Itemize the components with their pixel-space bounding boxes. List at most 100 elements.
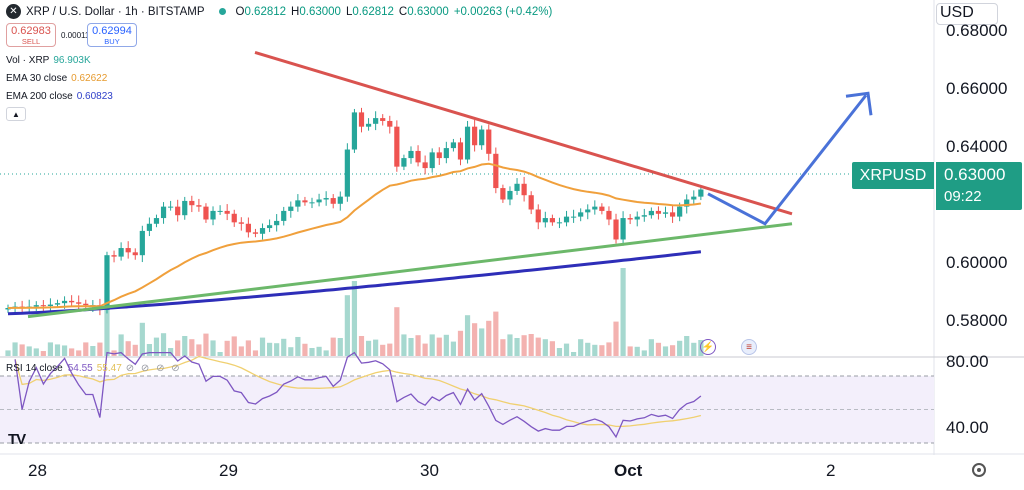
volume-bar bbox=[486, 320, 492, 356]
sell-price: 0.62983 bbox=[11, 24, 51, 37]
volume-bar bbox=[578, 339, 584, 356]
volume-bar bbox=[394, 307, 400, 356]
projection-arrowhead bbox=[845, 91, 873, 116]
rsi-legend[interactable]: RSI 14 close 54.55 55.47 ⊘ ⊘ ⊘ ⊘ bbox=[6, 363, 182, 374]
candle-body bbox=[33, 305, 39, 307]
bar-countdown: 09:22 bbox=[944, 188, 982, 205]
volume-bar bbox=[231, 336, 237, 356]
candle-body bbox=[450, 142, 457, 149]
volume-bar bbox=[175, 340, 181, 356]
volume-bar bbox=[309, 348, 315, 356]
chevron-up-icon[interactable]: ▲ bbox=[6, 107, 26, 121]
candle-body bbox=[168, 206, 174, 208]
symbol-legend[interactable]: ✕ XRP / U.S. Dollar · 1h · BITSTAMP O 0.… bbox=[6, 4, 557, 19]
candle-body bbox=[486, 129, 492, 154]
rsi-value: 54.55 bbox=[67, 363, 93, 374]
candle-body bbox=[472, 126, 478, 146]
volume-bar bbox=[571, 352, 577, 356]
candle-body bbox=[146, 223, 152, 231]
candle-body bbox=[599, 206, 605, 211]
candle-body bbox=[521, 183, 527, 196]
candle-body bbox=[288, 206, 294, 211]
volume-bar bbox=[259, 337, 266, 356]
candle-body bbox=[698, 189, 704, 197]
candle-body bbox=[401, 158, 407, 167]
currency-selector[interactable]: USD bbox=[936, 3, 998, 25]
ema30-value: 0.62622 bbox=[71, 73, 108, 84]
volume-bar bbox=[125, 341, 131, 356]
volume-bar bbox=[330, 337, 336, 356]
volume-bar bbox=[245, 340, 251, 356]
volume-bar bbox=[641, 350, 647, 356]
candle-body bbox=[175, 206, 181, 216]
volume-bar bbox=[542, 339, 548, 356]
volume-bar bbox=[83, 342, 89, 356]
candle-body bbox=[691, 196, 697, 200]
volume-bar bbox=[500, 339, 506, 356]
volume-bar bbox=[691, 342, 697, 356]
candle-body bbox=[592, 206, 598, 210]
volume-bar bbox=[40, 351, 46, 356]
candle-body bbox=[429, 152, 435, 169]
gear-icon[interactable] bbox=[972, 463, 986, 477]
buy-button[interactable]: 0.62994 BUY bbox=[87, 23, 137, 47]
ohlc-high-key: H bbox=[291, 5, 300, 18]
rsi-na-circles: ⊘ ⊘ ⊘ ⊘ bbox=[125, 363, 182, 374]
volume-bar bbox=[344, 295, 350, 356]
volume-bar bbox=[493, 311, 499, 356]
candle-body bbox=[182, 200, 188, 216]
volume-bar bbox=[408, 338, 414, 356]
volume-bar bbox=[627, 346, 633, 356]
volume-bar bbox=[288, 347, 294, 356]
ema200-legend[interactable]: EMA 200 close 0.60823 bbox=[6, 91, 113, 102]
candle-body bbox=[549, 218, 555, 223]
volume-bar bbox=[203, 333, 209, 356]
candle-body bbox=[358, 112, 365, 127]
support-trendline bbox=[27, 222, 793, 319]
us-flag-event-icon[interactable]: ≡ bbox=[741, 339, 757, 355]
volume-bar bbox=[563, 343, 570, 356]
ema30-legend[interactable]: EMA 30 close 0.62622 bbox=[6, 73, 107, 84]
candle-body bbox=[238, 222, 244, 224]
candle-body bbox=[641, 215, 647, 217]
volume-bar bbox=[422, 343, 428, 356]
ohlc-close-value: 0.63000 bbox=[407, 5, 449, 18]
volume-bar bbox=[479, 328, 485, 356]
volume-bar bbox=[351, 281, 358, 356]
volume-bar bbox=[26, 346, 32, 356]
volume-bar bbox=[443, 334, 449, 356]
resistance-trendline bbox=[254, 50, 793, 216]
candle-body bbox=[443, 148, 449, 159]
volume-bar bbox=[118, 334, 124, 356]
volume-bar bbox=[507, 334, 513, 356]
candle-body bbox=[266, 225, 273, 229]
buy-price: 0.62994 bbox=[92, 24, 132, 37]
volume-legend[interactable]: Vol · XRP 96.903K bbox=[6, 55, 91, 66]
candle-body bbox=[479, 129, 485, 146]
candle-body bbox=[252, 232, 259, 234]
candle-body bbox=[344, 149, 350, 197]
volume-bar bbox=[677, 340, 683, 356]
rsi-tick: 80.00 bbox=[946, 352, 989, 371]
volume-value: 96.903K bbox=[53, 55, 91, 66]
candle-body bbox=[365, 123, 372, 127]
volume-bar bbox=[415, 335, 421, 356]
ema30-label: EMA 30 close bbox=[6, 73, 68, 84]
volume-bar bbox=[76, 350, 82, 356]
tradingview-logo[interactable]: TV bbox=[8, 431, 26, 448]
volume-bar bbox=[54, 344, 61, 356]
volume-bar bbox=[585, 342, 591, 356]
candle-body bbox=[613, 219, 619, 240]
current-price: 0.63000 bbox=[944, 165, 1006, 184]
candle-body bbox=[571, 216, 577, 218]
volume-label: Vol · XRP bbox=[6, 55, 50, 66]
candle-body bbox=[578, 212, 584, 217]
volume-bar bbox=[549, 341, 555, 356]
volume-bar bbox=[217, 352, 223, 356]
sell-button[interactable]: 0.62983 SELL bbox=[6, 23, 56, 47]
lightning-event-icon[interactable]: ⚡ bbox=[700, 339, 716, 355]
volume-bar bbox=[146, 344, 152, 356]
candle-body bbox=[217, 210, 223, 212]
volume-bar bbox=[528, 334, 534, 356]
